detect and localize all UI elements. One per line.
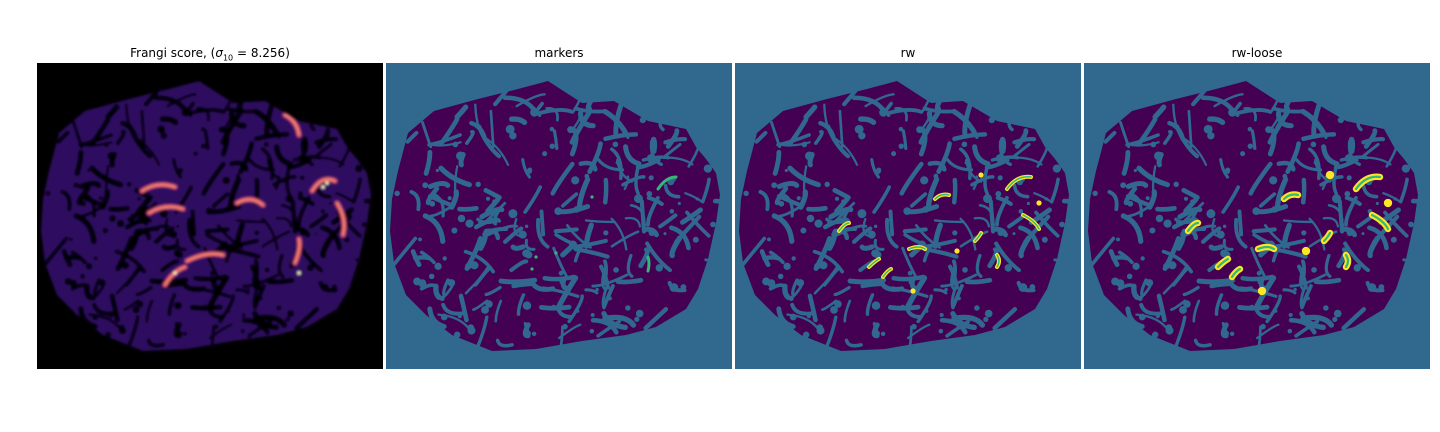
tissue-region [1088, 81, 1430, 359]
panel-title-frangi: Frangi score, (σ10 = 8.256) [37, 44, 383, 62]
segment-highlight [1301, 246, 1311, 256]
markers-image [386, 63, 732, 369]
segment-highlight [978, 172, 984, 178]
tissue-region [41, 81, 383, 360]
marker-seed [534, 255, 538, 259]
segment-highlight [1257, 286, 1267, 296]
frangi-title-prefix: Frangi score, ( [130, 46, 216, 60]
marker-seed [590, 195, 594, 199]
sigma-subscript: 10 [222, 53, 234, 63]
marker-seed [554, 251, 558, 255]
tissue-region [390, 81, 732, 359]
tissue-mask [739, 81, 1069, 351]
segment-highlight [1383, 198, 1393, 208]
tissue-region [739, 81, 1081, 359]
segment-highlight [954, 248, 960, 254]
frangi-title-suffix: = 8.256) [233, 46, 290, 60]
tissue-mask [1088, 81, 1418, 351]
segment-highlight [1325, 170, 1335, 180]
panel-title-rw-loose: rw-loose [1231, 46, 1283, 60]
frangi-score-image [37, 63, 383, 369]
rw-loose-image [1084, 63, 1430, 369]
marker-seed [646, 255, 651, 273]
panel-title-markers: markers [534, 46, 584, 60]
segment-highlight [910, 288, 916, 294]
panel-title-rw: rw [900, 46, 916, 60]
marker-seed [530, 267, 534, 271]
sigma-symbol: σ [215, 46, 223, 60]
marker-seed [656, 175, 678, 191]
tissue-mask [390, 81, 720, 351]
rw-image [735, 63, 1081, 369]
segment-highlight [1036, 200, 1042, 206]
